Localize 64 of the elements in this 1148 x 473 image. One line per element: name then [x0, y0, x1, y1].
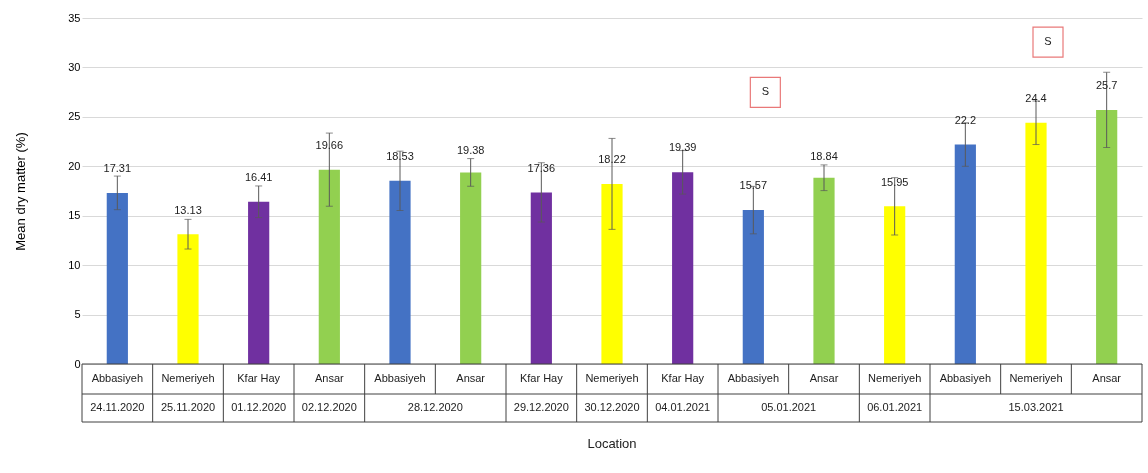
y-tick-label: 30 [68, 60, 81, 73]
y-tick-label: 25 [68, 110, 81, 123]
x-tick-label: Nemeriyeh [868, 372, 922, 384]
data-label: 18.84 [810, 149, 838, 162]
text: 30.12.2020 [584, 401, 640, 413]
bar [1096, 109, 1118, 364]
text: 28.12.2020 [407, 401, 463, 413]
bar [672, 172, 694, 364]
data-label: 13.13 [174, 204, 202, 217]
x-tick-label: Abbasiyeh [91, 372, 144, 384]
bar [248, 201, 270, 364]
x-tick-label: Ansar [1092, 372, 1122, 384]
bar [954, 144, 976, 364]
bar [318, 169, 340, 364]
x-tick-label: Ansar [456, 372, 486, 384]
x-tick-label: Kfar Hay [237, 372, 281, 384]
data-label: 15.57 [739, 179, 768, 192]
bar [813, 177, 835, 364]
data-label: 18.22 [598, 153, 626, 166]
bar [884, 206, 906, 364]
text: 01.12.2020 [231, 401, 287, 413]
text: 15.03.2021 [1008, 401, 1064, 413]
data-label: 22.2 [954, 113, 977, 126]
y-tick-label: 20 [68, 159, 81, 172]
x-tick-label: Abbasiyeh [939, 372, 992, 384]
text: 24.11.2020 [90, 401, 145, 413]
bar [1025, 122, 1047, 364]
bar [601, 183, 623, 364]
data-label: 19.38 [456, 143, 485, 156]
x-tick-label: Abbasiyeh [727, 372, 780, 384]
annotation: S [761, 85, 770, 98]
text: 29.12.2020 [513, 401, 569, 413]
y-axis-title: Mean dry matter (%) [13, 132, 29, 251]
bar [389, 180, 411, 364]
data-label: 24.4 [1025, 91, 1047, 104]
bar [177, 234, 199, 364]
text: 05.01.2021 [761, 401, 817, 413]
x-tick-label: Nemeriyeh [1009, 372, 1063, 384]
text: 25.11.2020 [160, 401, 216, 413]
text: 04.01.2021 [655, 401, 711, 413]
x-tick-label: Kfar Hay [519, 372, 564, 384]
y-tick-label: 0 [74, 357, 81, 370]
y-tick-label: 15 [68, 209, 81, 222]
y-tick-label: 10 [68, 258, 81, 271]
y-tick-label: 5 [74, 308, 81, 321]
x-tick-label: Abbasiyeh [374, 372, 426, 384]
text: 02.12.2020 [301, 401, 357, 413]
data-label: 16.41 [244, 170, 273, 183]
bar [742, 210, 764, 364]
text: 06.01.2021 [867, 401, 923, 413]
bar [530, 192, 552, 364]
bar [460, 172, 482, 364]
x-tick-label: Nemeriyeh [585, 372, 639, 384]
x-tick-label: Ansar [809, 372, 839, 384]
data-label: 19.39 [668, 141, 697, 154]
x-tick-label: Nemeriyeh [161, 372, 215, 384]
x-tick-label: Kfar Hay [661, 372, 705, 384]
bar [106, 192, 128, 364]
data-label: 17.31 [103, 162, 132, 175]
annotation: S [1044, 35, 1052, 48]
y-tick-label: 35 [68, 11, 81, 24]
data-label: 18.53 [386, 150, 414, 162]
x-tick-label: Ansar [314, 372, 345, 384]
x-axis-title: Location [587, 436, 637, 451]
